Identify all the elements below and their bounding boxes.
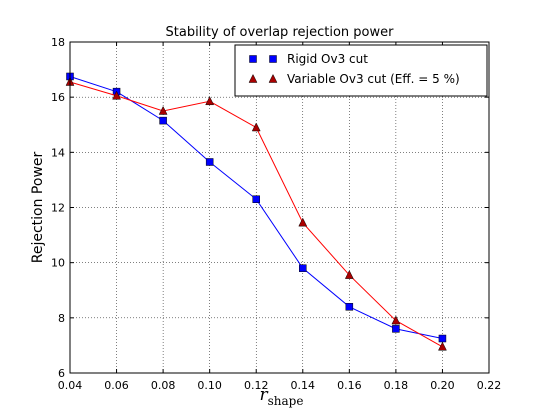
square-marker (159, 116, 167, 125)
legend: Rigid Ov3 cut Variable Ov3 cut (Eff. = 5 … (234, 44, 488, 97)
x-tick-label: 0.20 (430, 379, 455, 392)
x-axis-ticks: 0.04 0.06 0.08 0.10 0.12 0.14 0.16 0.18 0.20 0.22 (58, 42, 502, 392)
triangle-marker (268, 73, 278, 83)
legend-label: Variable Ov3 cut (Eff. = 5 %) (287, 72, 460, 86)
y-tick-label: 8 (58, 312, 65, 325)
triangle-marker (298, 217, 308, 227)
square-marker (438, 334, 447, 343)
triangle-marker (248, 73, 258, 83)
x-tick-label: 0.08 (151, 379, 176, 392)
series-line (69, 81, 443, 348)
y-axis-ticks: 6 8 10 12 14 16 18 (51, 36, 489, 380)
legend-entry: Variable Ov3 cut (Eff. = 5 %) (248, 72, 460, 86)
x-tick-label: 0.16 (337, 379, 362, 392)
legend-label: Rigid Ov3 cut (287, 52, 368, 66)
legend-box (234, 44, 488, 97)
legend-entry: Rigid Ov3 cut (249, 52, 368, 66)
x-axis-label-subscript: shape (268, 394, 304, 408)
x-tick-label: 0.06 (104, 379, 129, 392)
square-marker (345, 303, 354, 311)
triangle-marker (438, 341, 447, 351)
chart-title: Stability of overlap rejection power (166, 25, 395, 40)
x-tick-label: 0.18 (384, 379, 409, 392)
square-marker (269, 55, 277, 63)
y-tick-label: 18 (51, 36, 65, 49)
gridlines (70, 42, 489, 373)
y-tick-label: 10 (51, 257, 65, 270)
triangle-marker (344, 270, 354, 279)
triangle-marker (205, 96, 215, 106)
x-tick-label: 0.12 (244, 379, 269, 392)
triangle-marker (251, 122, 261, 132)
y-tick-label: 12 (51, 202, 65, 215)
square-marker (392, 325, 400, 333)
square-marker (299, 264, 307, 272)
square-marker (205, 158, 214, 166)
x-tick-label: 0.22 (477, 379, 502, 392)
x-axis-label-main: r (260, 385, 269, 405)
y-tick-label: 16 (51, 91, 65, 104)
y-axis-label: Rejection Power (30, 152, 46, 264)
triangle-marker (391, 315, 401, 325)
x-tick-label: 0.10 (197, 379, 222, 392)
x-tick-label: 0.04 (58, 379, 83, 392)
triangle-marker (112, 90, 121, 100)
y-tick-label: 6 (58, 367, 65, 380)
x-tick-label: 0.14 (291, 379, 316, 392)
x-axis-label: rshape (260, 385, 304, 408)
y-tick-label: 14 (51, 146, 65, 159)
square-marker (249, 55, 257, 63)
triangle-marker (158, 105, 168, 115)
square-marker (252, 195, 260, 203)
